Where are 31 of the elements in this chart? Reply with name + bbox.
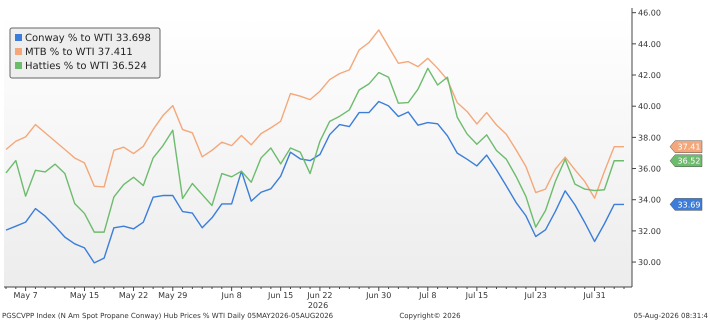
- y-tick-label: 42.00: [638, 71, 661, 80]
- text: 37.41: [678, 142, 700, 152]
- x-tick-label: May 7: [14, 291, 38, 300]
- y-tick-label: 30.00: [638, 258, 661, 268]
- legend-label: Conway % to WTI 33.698: [25, 33, 151, 44]
- y-tick-label: 44.00: [638, 40, 661, 49]
- x-tick-label: Jun 22: [306, 291, 333, 300]
- line-series: [5, 100, 625, 264]
- y-tick-label: 32.00: [638, 226, 661, 236]
- y-tick-label: 34.00: [638, 196, 661, 205]
- x-axis-title: 2026: [308, 301, 328, 310]
- y-tick-label: 40.00: [638, 102, 661, 112]
- text: 36.52: [678, 156, 700, 166]
- x-tick-label: May 22: [118, 291, 148, 300]
- legend-label: Hatties % to WTI 36.524: [25, 61, 147, 72]
- x-tick-label: Jun 30: [365, 291, 392, 300]
- x-tick-label: May 15: [70, 291, 100, 300]
- text: 33.69: [678, 200, 700, 210]
- x-tick-label: Jul 8: [418, 291, 436, 300]
- x-tick-label: Jul 15: [464, 291, 488, 300]
- x-tick-label: Jun 8: [220, 291, 242, 300]
- y-tick-label: 38.00: [638, 133, 661, 142]
- legend-label: MTB % to WTI 37.411: [25, 47, 133, 58]
- y-tick-label: 46.00: [638, 8, 661, 18]
- x-tick-label: Jun 15: [267, 291, 294, 300]
- x-tick-label: Jul 31: [582, 291, 606, 300]
- x-tick-label: May 29: [158, 291, 188, 300]
- line-series: [5, 68, 625, 233]
- x-tick-label: Jul 23: [524, 291, 547, 300]
- line-series: [5, 29, 625, 199]
- y-tick-label: 36.00: [638, 164, 661, 174]
